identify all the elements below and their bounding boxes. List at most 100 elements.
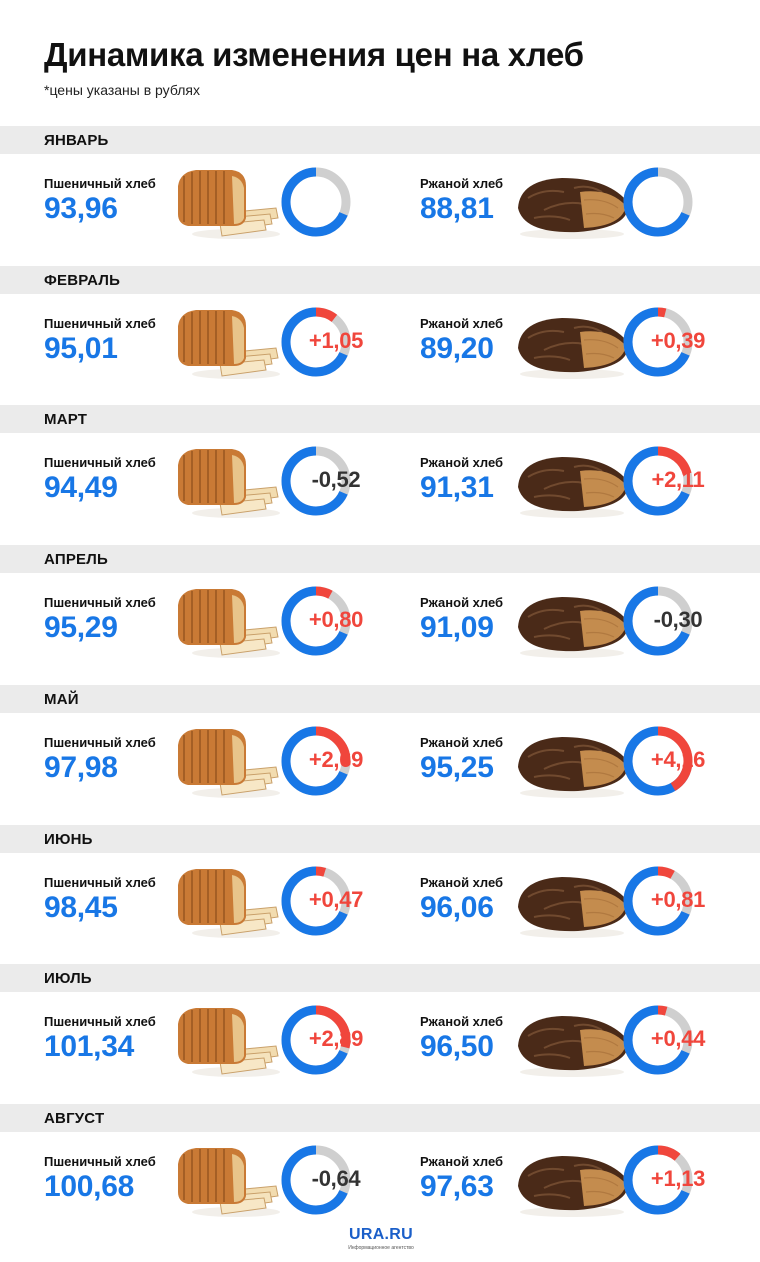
- wheat-price-change: +1,05: [308, 328, 364, 353]
- rye-donut-ring: [618, 581, 698, 666]
- month-section: ИЮНЬ Пшеничный хлеб 98,45 +0,47 Ржаной хлеб 9…: [0, 825, 760, 965]
- rye-bread-loaf-icon: [514, 1008, 632, 1083]
- wheat-bread-loaf-icon: [174, 1142, 282, 1223]
- rye-price: 97,63: [420, 1170, 494, 1203]
- rye-price: 95,25: [420, 751, 494, 784]
- month-band: МАРТ: [0, 405, 760, 433]
- rye-price: 91,09: [420, 611, 494, 644]
- wheat-price: 97,98: [44, 751, 118, 784]
- rye-bread-label: Ржаной хлеб: [420, 316, 504, 331]
- rye-price-change: -0,30: [653, 607, 703, 632]
- rye-bread-label: Ржаной хлеб: [420, 176, 504, 191]
- rye-bread-loaf-icon: [514, 729, 632, 804]
- month-name: ФЕВРАЛЬ: [44, 272, 121, 289]
- month-band: ИЮНЬ: [0, 825, 760, 853]
- month-name: ИЮЛЬ: [44, 970, 92, 987]
- rye-bread-loaf-icon: [514, 589, 632, 664]
- rye-bread-loaf-icon: [514, 170, 632, 245]
- rye-bread-loaf-icon: [514, 310, 632, 385]
- wheat-price-change: +2,69: [308, 747, 364, 772]
- wheat-donut-ring: [276, 861, 356, 946]
- wheat-bread-loaf-icon: [174, 583, 282, 664]
- month-name: ИЮНЬ: [44, 831, 93, 848]
- page-subtitle: *цены указаны в рублях: [44, 82, 200, 98]
- rye-price: 96,50: [420, 1030, 494, 1063]
- wheat-bread-label: Пшеничный хлеб: [44, 1014, 156, 1029]
- month-section: АПРЕЛЬ Пшеничный хлеб 95,29 +0,80 Ржаной хле…: [0, 545, 760, 685]
- wheat-donut-ring: [276, 162, 356, 247]
- rye-bread-label: Ржаной хлеб: [420, 595, 504, 610]
- wheat-bread-loaf-icon: [174, 164, 282, 245]
- wheat-donut-ring: [276, 721, 356, 806]
- wheat-bread-label: Пшеничный хлеб: [44, 455, 156, 470]
- wheat-bread-label: Пшеничный хлеб: [44, 1154, 156, 1169]
- rye-bread-loaf-icon: [514, 449, 632, 524]
- wheat-price: 101,34: [44, 1030, 134, 1063]
- wheat-price-change: -0,52: [311, 467, 361, 492]
- wheat-price: 95,01: [44, 332, 118, 365]
- month-band: ФЕВРАЛЬ: [0, 266, 760, 294]
- month-section: ФЕВРАЛЬ Пшеничный хлеб 95,01 +1,05 Ржаной хл…: [0, 266, 760, 406]
- wheat-donut-ring: [276, 581, 356, 666]
- wheat-price: 93,96: [44, 192, 118, 225]
- rye-bread-label: Ржаной хлеб: [420, 875, 504, 890]
- rye-price-change: +1,13: [650, 1166, 706, 1191]
- wheat-donut-ring: [276, 441, 356, 526]
- rye-price: 88,81: [420, 192, 494, 225]
- month-section: ЯНВАРЬ Пшеничный хлеб 93,96 Ржаной хлеб 88,8…: [0, 126, 760, 266]
- wheat-donut-ring: [276, 1000, 356, 1085]
- rye-bread-label: Ржаной хлеб: [420, 1014, 504, 1029]
- logo-text: URA.RU: [348, 1226, 414, 1243]
- logo-tagline: Информационное агентство: [348, 1245, 414, 1251]
- rye-bread-loaf-icon: [514, 1148, 632, 1223]
- rye-donut-ring: [618, 441, 698, 526]
- wheat-bread-label: Пшеничный хлеб: [44, 735, 156, 750]
- month-section: АВГУСТ Пшеничный хлеб 100,68 -0,64 Ржаной хл…: [0, 1104, 760, 1244]
- wheat-bread-label: Пшеничный хлеб: [44, 316, 156, 331]
- wheat-bread-loaf-icon: [174, 863, 282, 944]
- wheat-price: 95,29: [44, 611, 118, 644]
- rye-price: 96,06: [420, 891, 494, 924]
- rye-price: 91,31: [420, 471, 494, 504]
- wheat-bread-loaf-icon: [174, 723, 282, 804]
- rye-donut-ring: [618, 302, 698, 387]
- wheat-price: 100,68: [44, 1170, 134, 1203]
- footer-logo: URA.RU Информационное агентство: [336, 1226, 426, 1251]
- month-band: ЯНВАРЬ: [0, 126, 760, 154]
- month-name: АПРЕЛЬ: [44, 551, 108, 568]
- month-band: АВГУСТ: [0, 1104, 760, 1132]
- wheat-price-change: +2,89: [308, 1026, 364, 1051]
- month-section: МАРТ Пшеничный хлеб 94,49 -0,52 Ржаной хлеб 9…: [0, 405, 760, 545]
- wheat-bread-loaf-icon: [174, 443, 282, 524]
- wheat-bread-label: Пшеничный хлеб: [44, 595, 156, 610]
- rye-bread-loaf-icon: [514, 869, 632, 944]
- month-band: АПРЕЛЬ: [0, 545, 760, 573]
- rye-price-change: +4,16: [650, 747, 706, 772]
- wheat-bread-loaf-icon: [174, 1002, 282, 1083]
- wheat-price-change: -0,64: [311, 1166, 361, 1191]
- rye-bread-label: Ржаной хлеб: [420, 1154, 504, 1169]
- wheat-price: 94,49: [44, 471, 118, 504]
- wheat-bread-label: Пшеничный хлеб: [44, 875, 156, 890]
- wheat-price: 98,45: [44, 891, 118, 924]
- rye-price-change: +0,81: [650, 887, 706, 912]
- rye-donut-ring: [618, 721, 698, 806]
- month-name: ЯНВАРЬ: [44, 132, 109, 149]
- month-band: МАЙ: [0, 685, 760, 713]
- rye-price: 89,20: [420, 332, 494, 365]
- month-band: ИЮЛЬ: [0, 964, 760, 992]
- rye-donut-ring: [618, 861, 698, 946]
- rye-price-change: +2,11: [651, 467, 705, 492]
- rye-donut-ring: [618, 1000, 698, 1085]
- wheat-bread-loaf-icon: [174, 304, 282, 385]
- rye-price-change: +0,44: [650, 1026, 706, 1051]
- wheat-donut-ring: [276, 1140, 356, 1225]
- month-name: АВГУСТ: [44, 1110, 105, 1127]
- page-title: Динамика изменения цен на хлеб: [44, 36, 584, 73]
- rye-price-change: +0,39: [650, 328, 706, 353]
- rye-bread-label: Ржаной хлеб: [420, 735, 504, 750]
- wheat-donut-ring: [276, 302, 356, 387]
- wheat-bread-label: Пшеничный хлеб: [44, 176, 156, 191]
- wheat-price-change: +0,80: [308, 607, 364, 632]
- month-name: МАЙ: [44, 691, 79, 708]
